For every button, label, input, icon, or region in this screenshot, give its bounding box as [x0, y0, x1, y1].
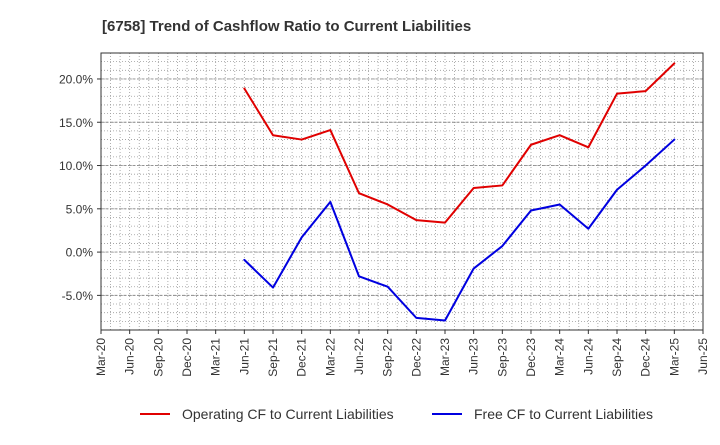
legend: Operating CF to Current Liabilities Free … — [140, 406, 653, 422]
series-layer — [243, 62, 676, 322]
y-tick-label: 0.0% — [66, 246, 94, 260]
x-tick-label: Jun-21 — [237, 338, 251, 375]
y-tick-label: -5.0% — [62, 289, 94, 303]
x-tick-label: Jun-20 — [123, 338, 137, 375]
x-tick-label: Dec-23 — [524, 338, 538, 377]
x-tick-label: Mar-21 — [209, 338, 223, 376]
x-tick-label: Jun-22 — [352, 338, 366, 375]
x-tick-label: Jun-24 — [581, 338, 595, 375]
x-tick-label: Sep-23 — [495, 338, 509, 377]
x-tick-label: Jun-23 — [467, 338, 481, 375]
y-tick-label: 15.0% — [59, 116, 93, 130]
legend-label: Operating CF to Current Liabilities — [182, 406, 394, 422]
x-tick-label: Dec-24 — [639, 338, 653, 377]
x-tick-label: Sep-21 — [266, 338, 280, 377]
legend-label: Free CF to Current Liabilities — [474, 406, 653, 422]
axis-layer: 20.0% 15.0% 10.0% 5.0% 0.0% -5.0% Mar-20 Jun-20… — [59, 52, 710, 377]
x-tick-label: Jun-25 — [696, 338, 710, 375]
x-tick-label: Sep-20 — [151, 338, 165, 377]
grid-layer — [101, 52, 703, 331]
y-tick-label: 10.0% — [59, 159, 93, 173]
x-tick-label: Sep-22 — [381, 338, 395, 377]
x-tick-label: Mar-24 — [553, 338, 567, 376]
series-line-1 — [243, 62, 676, 224]
x-tick-label: Mar-20 — [94, 338, 108, 376]
x-tick-label: Mar-22 — [323, 338, 337, 376]
x-tick-label: Mar-25 — [667, 338, 681, 376]
y-tick-label: 5.0% — [66, 202, 94, 216]
x-tick-label: Dec-20 — [180, 338, 194, 377]
plot-frame — [100, 52, 704, 331]
y-tick-label: 20.0% — [59, 72, 93, 86]
x-tick-label: Dec-22 — [409, 338, 423, 377]
series-line-2 — [243, 138, 676, 322]
chart-title: [6758] Trend of Cashflow Ratio to Curren… — [102, 18, 471, 35]
x-tick-label: Sep-24 — [610, 338, 624, 377]
x-tick-label: Mar-23 — [438, 338, 452, 376]
x-tick-label: Dec-21 — [295, 338, 309, 377]
